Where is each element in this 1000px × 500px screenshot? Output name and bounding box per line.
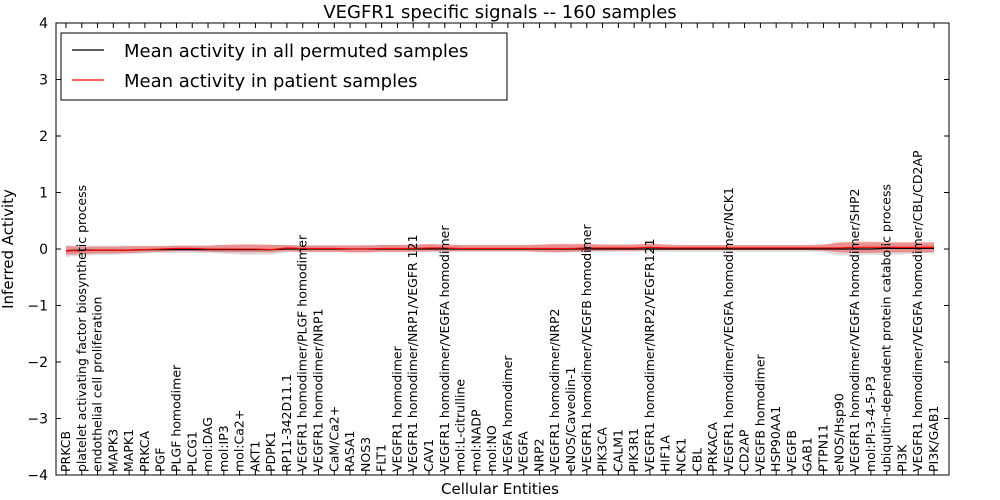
legend-label-patient: Mean activity in patient samples [124, 71, 418, 92]
entity-label: PDPK1 [263, 431, 278, 472]
entity-label: VEGFR1 homodimer/NRP1/VEGFR 121 [405, 234, 420, 472]
series-line-0 [65, 247, 934, 252]
entity-label: mol:NADP [468, 409, 483, 472]
y-tick-label: 4 [39, 16, 48, 32]
entity-label: VEGFR1 homodimer/VEGFA homodimer/SHP2 [847, 188, 862, 472]
entity-label: CAV1 [421, 439, 436, 472]
entity-label: VEGFB [784, 430, 799, 472]
entity-label: PGF [153, 448, 168, 472]
entity-label: VEGFR1 homodimer/PLGF homodimer [295, 234, 310, 472]
legend-label-permuted: Mean activity in all permuted samples [124, 41, 468, 62]
entity-label: eNOS/Caveolin-1 [563, 367, 578, 472]
y-tick-label: −4 [27, 468, 48, 484]
entity-label: RASA1 [342, 431, 357, 472]
entity-label: platelet activating factor biosynthetic … [74, 185, 89, 472]
entity-label: VEGFR1 homodimer/VEGFA homodimer/NCK1 [721, 187, 736, 472]
entity-label: PTPN11 [816, 424, 831, 472]
entity-label: VEGFR1 homodimer/VEGFA homodimer/CBL/CD2… [910, 150, 925, 472]
chart-title: VEGFR1 specific signals -- 160 samples [323, 2, 676, 23]
entity-label: mol:Ca2+ [232, 410, 247, 472]
entity-label: PI3K/GAB1 [926, 406, 941, 472]
entity-label: VEGFB homodimer [752, 353, 767, 472]
entity-label: endothelial cell proliferation [90, 297, 105, 472]
legend-box [60, 32, 508, 101]
entity-label: PRKCA [137, 431, 152, 472]
series-lines [65, 246, 934, 252]
y-tick-label: −2 [27, 355, 48, 371]
entity-label: FLT1 [374, 444, 389, 472]
entity-label: ubiquitin-dependent protein catabolic pr… [879, 184, 894, 472]
entity-label: NCK1 [674, 438, 689, 472]
entity-label: PIK3CA [595, 427, 610, 472]
entity-label: GAB1 [800, 437, 815, 472]
x-axis-title: Cellular Entities [441, 480, 559, 498]
entity-label: PIK3R1 [626, 428, 641, 472]
y-tick-label: 1 [39, 186, 48, 202]
entity-label: RP11-342D11.1 [279, 374, 294, 472]
entity-label: mol:PI-3-4-5-P3 [863, 376, 878, 472]
entity-label: VEGFA [516, 431, 531, 472]
y-tick-label: 3 [39, 73, 48, 89]
entity-label: PRKACA [705, 422, 720, 472]
entity-label: PRKCB [58, 431, 73, 472]
y-axis-title: Inferred Activity [0, 189, 17, 309]
entity-label: NRP2 [532, 438, 547, 472]
entity-label: mol:IP3 [216, 425, 231, 472]
y-tick-label: −3 [27, 412, 48, 428]
entity-label: CALM1 [610, 429, 625, 472]
entity-label: MAPK3 [105, 429, 120, 472]
y-tick-label: 2 [39, 129, 48, 145]
series-line-1 [66, 246, 934, 252]
entity-label: HIF1A [658, 435, 673, 472]
entity-label: CaM/Ca2+ [326, 406, 341, 472]
entity-label: mol:L-citrulline [453, 379, 468, 472]
y-axis-ticks: 4 3 2 1 0 −1 −2 −3 −4 [27, 16, 949, 484]
entity-label: CBL [689, 448, 704, 472]
y-tick-label: −1 [27, 299, 48, 315]
entity-label: AKT1 [247, 441, 262, 472]
y-tick-label: 0 [39, 242, 48, 258]
entity-label: VEGFA homodimer [500, 355, 515, 472]
entity-label: PLGF homodimer [169, 364, 184, 472]
entity-label: VEGFR1 homodimer/NRP2 [547, 309, 562, 472]
entity-label: PI3K [894, 444, 909, 472]
entity-label: mol:NO [484, 425, 499, 472]
entity-label: PLCG1 [184, 431, 199, 472]
x-axis-ticks [65, 23, 935, 475]
entity-label: VEGFR1 homodimer/VEGFA homodimer [437, 225, 452, 472]
entity-label: mol:DAG [200, 417, 215, 472]
entity-label: CD2AP [737, 429, 752, 472]
entity-label: VEGFR1 homodimer/NRP2/VEGFR121 [642, 238, 657, 472]
entity-label: NOS3 [358, 437, 373, 472]
entity-label: eNOS/Hsp90 [831, 393, 846, 472]
entity-label: HSP90AA1 [768, 406, 783, 472]
entity-label: VEGFR1 homodimer/NRP1 [311, 309, 326, 472]
entity-label: MAPK1 [121, 429, 136, 472]
legend: Mean activity in all permuted samples Me… [60, 32, 508, 101]
entity-label: VEGFR1 homodimer/VEGFB homodimer [579, 224, 594, 472]
entity-label: VEGFR1 homodimer [389, 345, 404, 472]
entity-labels: PRKCB platelet activating factor biosynth… [58, 150, 941, 472]
plot-frame [55, 22, 950, 476]
